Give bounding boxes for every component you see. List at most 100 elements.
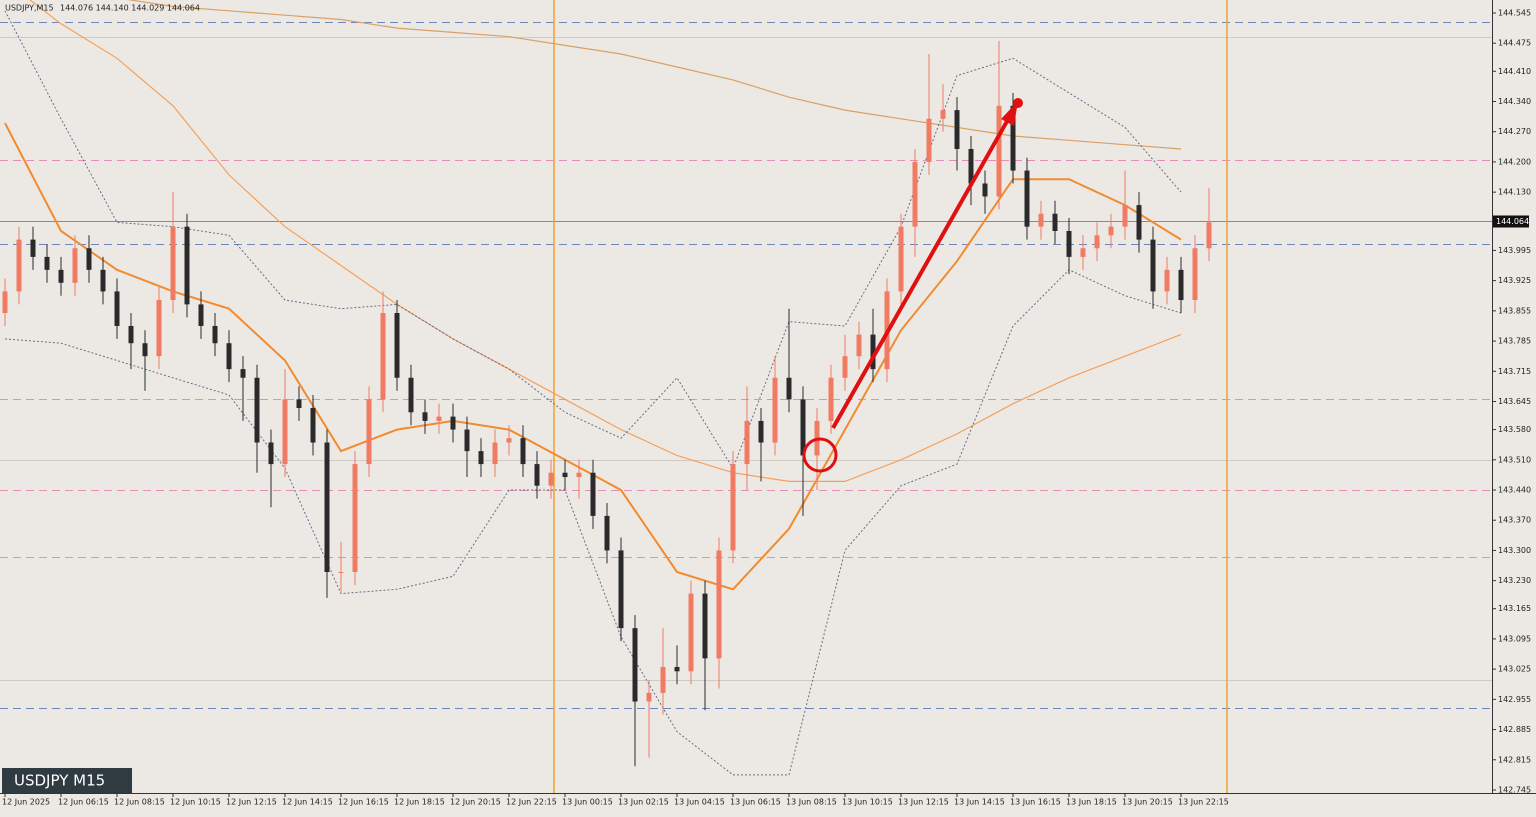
candle-body [1052,213,1058,231]
x-tick-label: 12 Jun 08:15 [114,798,165,807]
candle-body [58,269,64,283]
x-tick-label: 13 Jun 12:15 [898,798,949,807]
candle-body [660,666,666,693]
candle-body [590,472,596,516]
x-tick-label: 12 Jun 18:15 [394,798,445,807]
candle-body [702,593,708,659]
candle-body [926,118,932,162]
y-tick-label: 144.340 [1498,97,1531,106]
indicator-line [4,269,1182,776]
y-tick-label: 142.955 [1498,695,1531,704]
y-tick-label: 143.510 [1498,455,1531,464]
y-tick-label: 143.715 [1498,367,1531,376]
candle-body [436,416,442,421]
current-price-label: 144.064 [1496,217,1529,226]
x-tick-label: 13 Jun 02:15 [618,798,669,807]
arrow-head [1001,101,1018,126]
x-tick-label: 13 Jun 00:15 [562,798,613,807]
x-tick-label: 13 Jun 22:15 [1178,798,1229,807]
candle-body [1024,170,1030,227]
candle-body [366,399,372,465]
candle-body [1094,235,1100,249]
candle-body [464,429,470,452]
candle-body [86,248,92,270]
candle-body [968,148,974,184]
x-tick-label: 13 Jun 06:15 [730,798,781,807]
candle-body [744,420,750,465]
y-tick-label: 143.855 [1498,306,1531,315]
candle-body [730,464,736,551]
x-tick-label: 12 Jun 06:15 [58,798,109,807]
x-tick-label: 13 Jun 20:15 [1122,798,1173,807]
candle-body [30,239,36,257]
candle-body [1066,230,1072,257]
candle-body [1010,105,1016,171]
candle-body [940,110,946,119]
current-price-badge [1493,215,1529,228]
annotation-circle [802,437,838,473]
y-tick-label: 144.545 [1498,9,1531,18]
x-tick-label: 13 Jun 10:15 [842,798,893,807]
y-tick-label: 144.200 [1498,157,1531,166]
candle-body [982,183,988,197]
candle-body [828,377,834,421]
y-tick-label: 144.475 [1498,39,1531,48]
y-tick-label: 143.995 [1498,246,1531,255]
candle-body [954,110,960,149]
candle-body [100,269,106,292]
y-tick-label: 142.745 [1498,786,1531,795]
candle-body [576,472,582,478]
candle-body [114,291,120,326]
candle-body [422,412,428,421]
candle-body [996,105,1002,197]
candle-body [254,377,260,443]
x-tick-label: 12 Jun 2025 [2,798,50,807]
candle-body [338,572,344,574]
x-tick-label: 12 Jun 22:15 [506,798,557,807]
candle-body [44,256,50,270]
x-tick-label: 13 Jun 14:15 [954,798,1005,807]
y-tick-label: 143.300 [1498,546,1531,555]
candle-body [1108,226,1114,236]
candle-body [142,343,148,357]
candle-body [352,464,358,573]
candle-body [408,377,414,413]
candle-body [1178,269,1184,301]
candle-body [1150,239,1156,292]
candle-body [646,692,652,702]
candle-body [674,666,680,672]
candle-body [16,239,22,292]
x-tick-label: 12 Jun 14:15 [282,798,333,807]
candle-body [310,407,316,443]
candle-body [198,304,204,326]
candle-body [688,593,694,672]
candle-body [1164,269,1170,292]
candle-body [72,248,78,283]
candle-body [1122,205,1128,227]
candle-body [912,161,918,227]
candle-body [296,399,302,408]
candle-body [758,420,764,443]
y-tick-label: 142.815 [1498,755,1531,764]
candle-body [1080,248,1086,257]
arrow-dot [1013,98,1023,108]
candle-body [380,313,386,400]
candle-body [156,300,162,357]
candle-body [1192,248,1198,301]
y-tick-label: 142.885 [1498,725,1531,734]
candle-body [492,442,498,465]
candle-body [282,399,288,465]
y-tick-label: 143.580 [1498,425,1531,434]
x-tick-label: 12 Jun 20:15 [450,798,501,807]
annotation-arrow [831,115,1012,429]
x-tick-label: 12 Jun 10:15 [170,798,221,807]
symbol-badge [2,768,132,793]
y-tick-label: 143.025 [1498,665,1531,674]
candle-body [856,334,862,357]
indicator-line [4,10,1182,470]
candle-body [534,464,540,486]
y-tick-label: 144.410 [1498,67,1531,76]
